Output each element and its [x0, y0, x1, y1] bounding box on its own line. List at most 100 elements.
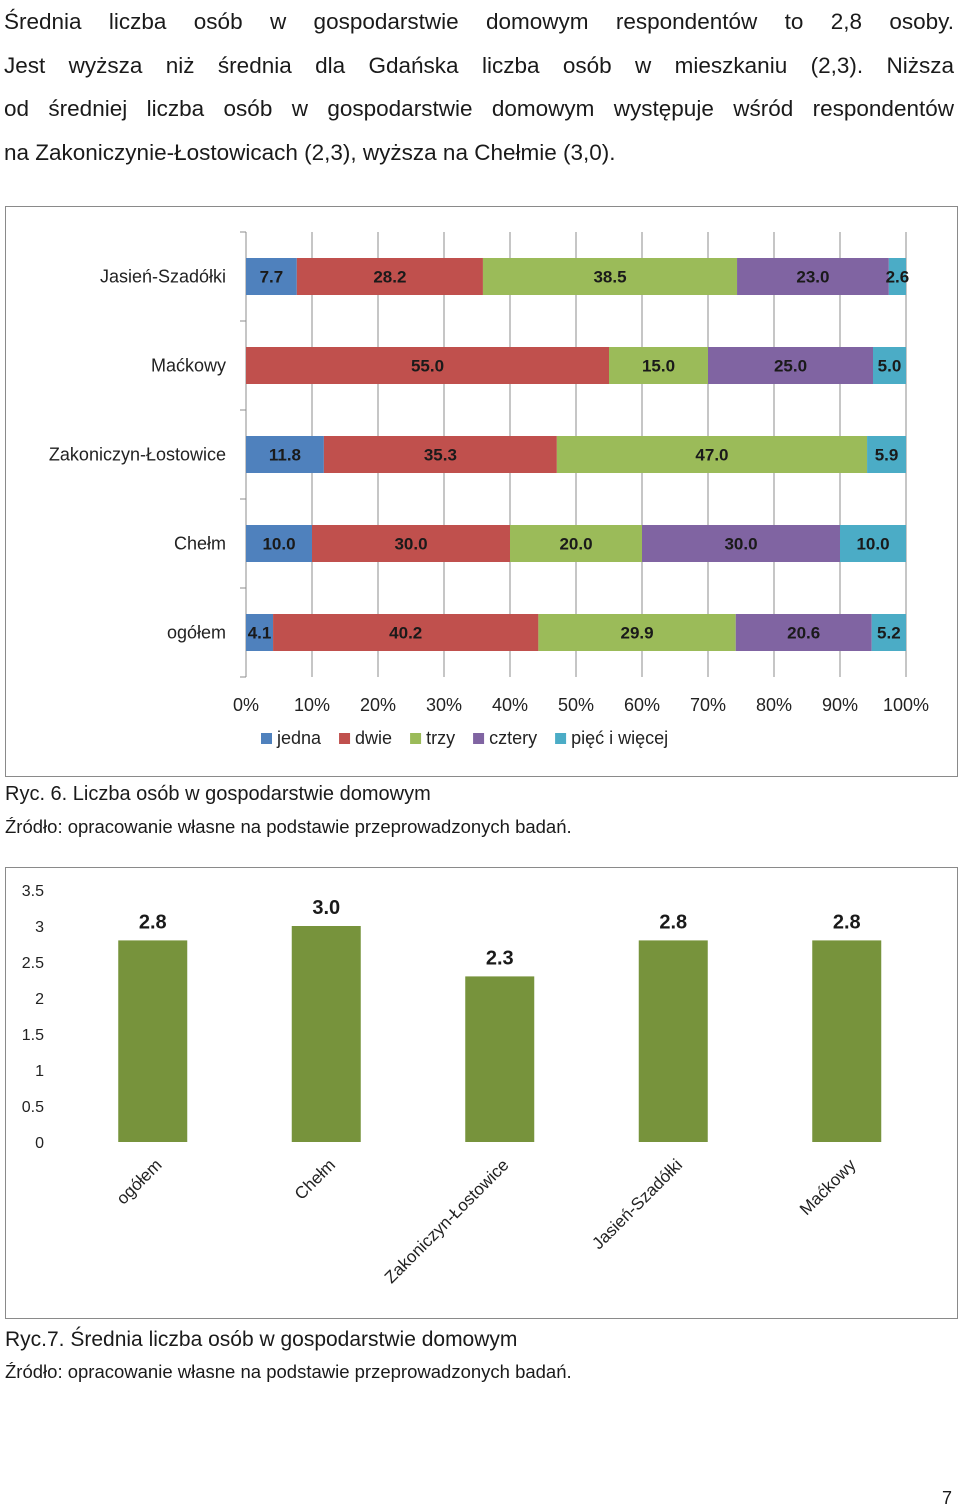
legend-swatch [555, 733, 567, 744]
data-label: 5.9 [875, 446, 899, 465]
column-chart-frame: 0 0.5 1 1.5 2 2.5 3 3.5 2.8 ogółem 3.0 Chełm 2.3 Zako… [5, 867, 958, 1319]
legend-swatch [261, 733, 272, 744]
data-label: 23.0 [796, 268, 829, 287]
data-label: 15.0 [642, 357, 675, 376]
y-tick-label: 3 [35, 919, 44, 936]
y-tick-label: 2 [35, 991, 44, 1008]
data-label: 35.3 [424, 446, 457, 465]
bar-segment [556, 436, 868, 473]
x-tick-label: 50% [558, 695, 594, 715]
data-label: 28.2 [373, 268, 406, 287]
paragraph-line: Jest wyższa niż średnia dla Gdańska licz… [4, 52, 954, 78]
legend-label: trzy [426, 728, 455, 748]
column-bar [118, 940, 188, 1142]
x-tick-label: 40% [492, 695, 528, 715]
column-bar [812, 940, 882, 1142]
x-tick-label: 60% [624, 695, 660, 715]
bar-segment [840, 525, 906, 562]
column-chart: 0 0.5 1 1.5 2 2.5 3 3.5 2.8 ogółem 3.0 Chełm 2.3 Zako… [22, 883, 882, 1287]
data-label: 2.8 [139, 911, 167, 933]
bar-segment [246, 525, 312, 562]
x-tick-label: Jasień-Szadółki [588, 1155, 686, 1253]
y-tick-label: 2.5 [22, 955, 44, 972]
data-label: 40.2 [389, 624, 422, 643]
bar-segment [510, 525, 642, 562]
data-label: 2.8 [833, 911, 861, 933]
figure-7-caption: Ryc.7. Średnia liczba osób w gospodarstw… [5, 1328, 518, 1351]
bar-segment [323, 436, 557, 473]
bar-segment [538, 614, 736, 651]
x-tick-label: 100% [883, 695, 929, 715]
data-label: 20.0 [559, 535, 592, 554]
legend-label: cztery [489, 728, 537, 748]
data-label: 38.5 [593, 268, 626, 287]
category-label: Maćkowy [151, 356, 226, 376]
bar-segment [482, 258, 738, 295]
x-tick-label: 20% [360, 695, 396, 715]
column-bar [638, 940, 708, 1142]
data-label: 3.0 [312, 897, 340, 919]
data-label: 2.3 [486, 947, 514, 969]
data-label: 55.0 [411, 357, 444, 376]
bar-segment [609, 347, 708, 384]
bar-segment [708, 347, 873, 384]
category-label: Zakoniczyn-Łostowice [49, 445, 226, 465]
x-tick-label: 30% [426, 695, 462, 715]
data-label: 2.8 [659, 911, 687, 933]
column-bar [465, 976, 535, 1142]
bar-segment [312, 525, 510, 562]
x-tick-label: 90% [822, 695, 858, 715]
category-label: Jasień-Szadółki [100, 267, 226, 287]
data-label: 30.0 [724, 535, 757, 554]
data-label: 20.6 [787, 624, 820, 643]
y-tick-label: 3.5 [22, 883, 44, 900]
x-tick-label: ogółem [113, 1155, 166, 1208]
column-bar [291, 926, 361, 1142]
y-tick-label: 0.5 [22, 1099, 44, 1116]
x-tick-label: 70% [690, 695, 726, 715]
data-label: 5.0 [878, 357, 902, 376]
data-label: 7.7 [260, 268, 284, 287]
data-label: 2.6 [886, 268, 910, 287]
category-label: Chełm [174, 534, 226, 554]
x-tick-label: 10% [294, 695, 330, 715]
data-label: 29.9 [621, 624, 654, 643]
bar-segment [873, 347, 906, 384]
figure-6-source: Źródło: opracowanie własne na podstawie … [5, 816, 572, 837]
data-label: 10.0 [262, 535, 295, 554]
x-tick-label: Zakoniczyn-Łostowice [381, 1155, 513, 1287]
bar-segment [296, 258, 483, 295]
bar-segment [273, 614, 539, 651]
x-tick-label: Chełm [291, 1155, 339, 1203]
bar-segment [246, 614, 274, 651]
intro-paragraph: Średnia liczba osób w gospodarstwie domo… [4, 0, 954, 174]
category-label: ogółem [167, 623, 226, 643]
data-label: 5.2 [877, 624, 901, 643]
bar-segment [737, 258, 889, 295]
y-tick-label: 1.5 [22, 1027, 44, 1044]
paragraph-line: na Zakoniczynie-Łostowicach (2,3), wyższ… [4, 139, 616, 165]
legend-label: dwie [355, 728, 392, 748]
bar-segment [246, 347, 609, 384]
legend-swatch [339, 733, 351, 744]
y-tick-label: 1 [35, 1063, 44, 1080]
data-label: 4.1 [248, 624, 272, 643]
figure-6-caption: Ryc. 6. Liczba osób w gospodarstwie domo… [5, 783, 431, 805]
data-label: 10.0 [856, 535, 889, 554]
paragraph-line: Średnia liczba osób w gospodarstwie domo… [4, 9, 954, 34]
x-tick-label: 0% [233, 695, 259, 715]
legend-swatch [473, 733, 485, 744]
legend-label: pięć i więcej [571, 728, 668, 748]
y-tick-label: 0 [35, 1135, 44, 1152]
figure-7-source: Źródło: opracowanie własne na podstawie … [5, 1361, 572, 1382]
bar-segment [735, 614, 872, 651]
bar-segment [867, 436, 906, 473]
data-label: 25.0 [774, 357, 807, 376]
bar-segment [246, 436, 324, 473]
stacked-bar-chart: 0% 10% 20% 30% 40% 50% 60% 70% 80% 90% 100% Jasień-… [49, 231, 929, 748]
paragraph-line: od średniej liczba osób w gospodarstwie … [4, 96, 954, 121]
data-label: 47.0 [695, 446, 728, 465]
data-label: 30.0 [394, 535, 427, 554]
legend-swatch [410, 733, 422, 744]
bar-segment [888, 258, 906, 295]
